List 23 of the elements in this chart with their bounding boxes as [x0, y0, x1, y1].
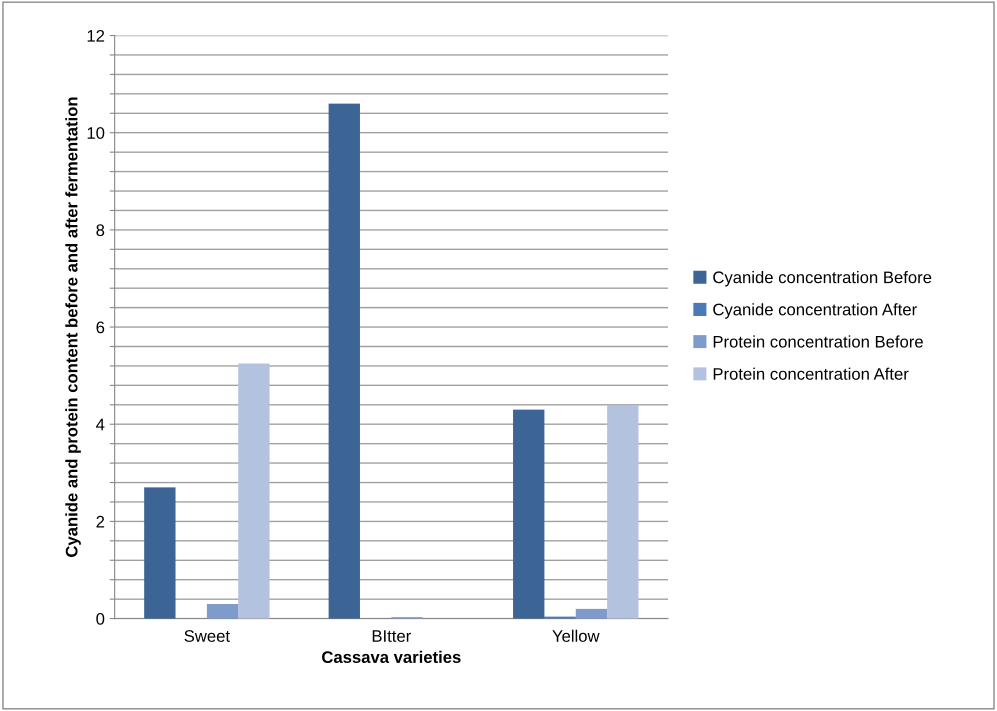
bar: [328, 104, 360, 619]
bar: [576, 608, 608, 619]
legend-label: Cyanide concentration After: [713, 303, 917, 319]
bar: [144, 487, 176, 619]
y-tick-label: 2: [96, 516, 104, 528]
legend-label: Protein concentration Before: [714, 335, 923, 348]
y-tick-label: 8: [96, 224, 104, 236]
x-tick-label: Yellow: [552, 630, 600, 642]
y-tick-label: 0: [96, 612, 104, 625]
y-tick-label: 10: [88, 127, 104, 139]
legend-label: Cyanide concentration Before: [713, 270, 932, 287]
y-tick-label: 4: [96, 418, 104, 430]
y-tick-label: 12: [88, 30, 104, 42]
legend-label: Protein concentration After: [714, 368, 909, 380]
x-axis-title: Cassava varieties: [322, 650, 461, 664]
bar: [206, 604, 238, 619]
x-tick-label: Sweet: [184, 630, 230, 642]
bar: [513, 410, 544, 619]
bar: [607, 406, 638, 619]
y-tick-label: 6: [96, 321, 104, 334]
bar: [238, 364, 270, 619]
y-axis-title: Cyanide and protein content before and after fermentation: [65, 97, 81, 557]
x-tick-label: BItter: [372, 630, 411, 642]
